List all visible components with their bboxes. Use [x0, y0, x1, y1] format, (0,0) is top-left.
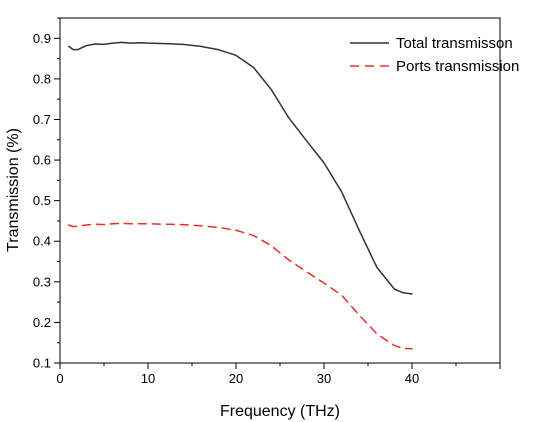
legend-label-total: Total transmisson: [396, 35, 513, 52]
y-tick-label: 0.9: [33, 31, 51, 46]
x-tick-label: 20: [229, 371, 243, 386]
y-tick-label: 0.7: [33, 112, 51, 127]
y-axis-title: Transmission (%): [5, 128, 22, 252]
axis-ticks: [54, 17, 501, 369]
x-tick-label: 30: [317, 371, 331, 386]
x-axis-title: Frequency (THz): [220, 403, 340, 420]
y-tick-label: 0.8: [33, 71, 51, 86]
x-tick-label: 0: [56, 371, 63, 386]
legend-label-ports: Ports transmission: [396, 58, 519, 75]
y-tick-label: 0.1: [33, 356, 51, 371]
series-line-ports: [68, 222, 413, 350]
x-tick-label: 40: [405, 371, 419, 386]
y-tick-label: 0.4: [33, 234, 51, 249]
y-tick-label: 0.3: [33, 274, 51, 289]
series-layer: [68, 41, 413, 350]
tick-labels: 0 10 20 30 40 0.1 0.2 0.3 0.4 0.5 0.6 0.7 0.8 0.9: [33, 31, 419, 386]
legend: Total transmisson Ports transmission: [350, 35, 519, 75]
y-tick-label: 0.6: [33, 153, 51, 168]
x-tick-label: 10: [141, 371, 155, 386]
y-tick-label: 0.2: [33, 315, 51, 330]
y-tick-label: 0.5: [33, 193, 51, 208]
series-line-total: [68, 41, 413, 295]
